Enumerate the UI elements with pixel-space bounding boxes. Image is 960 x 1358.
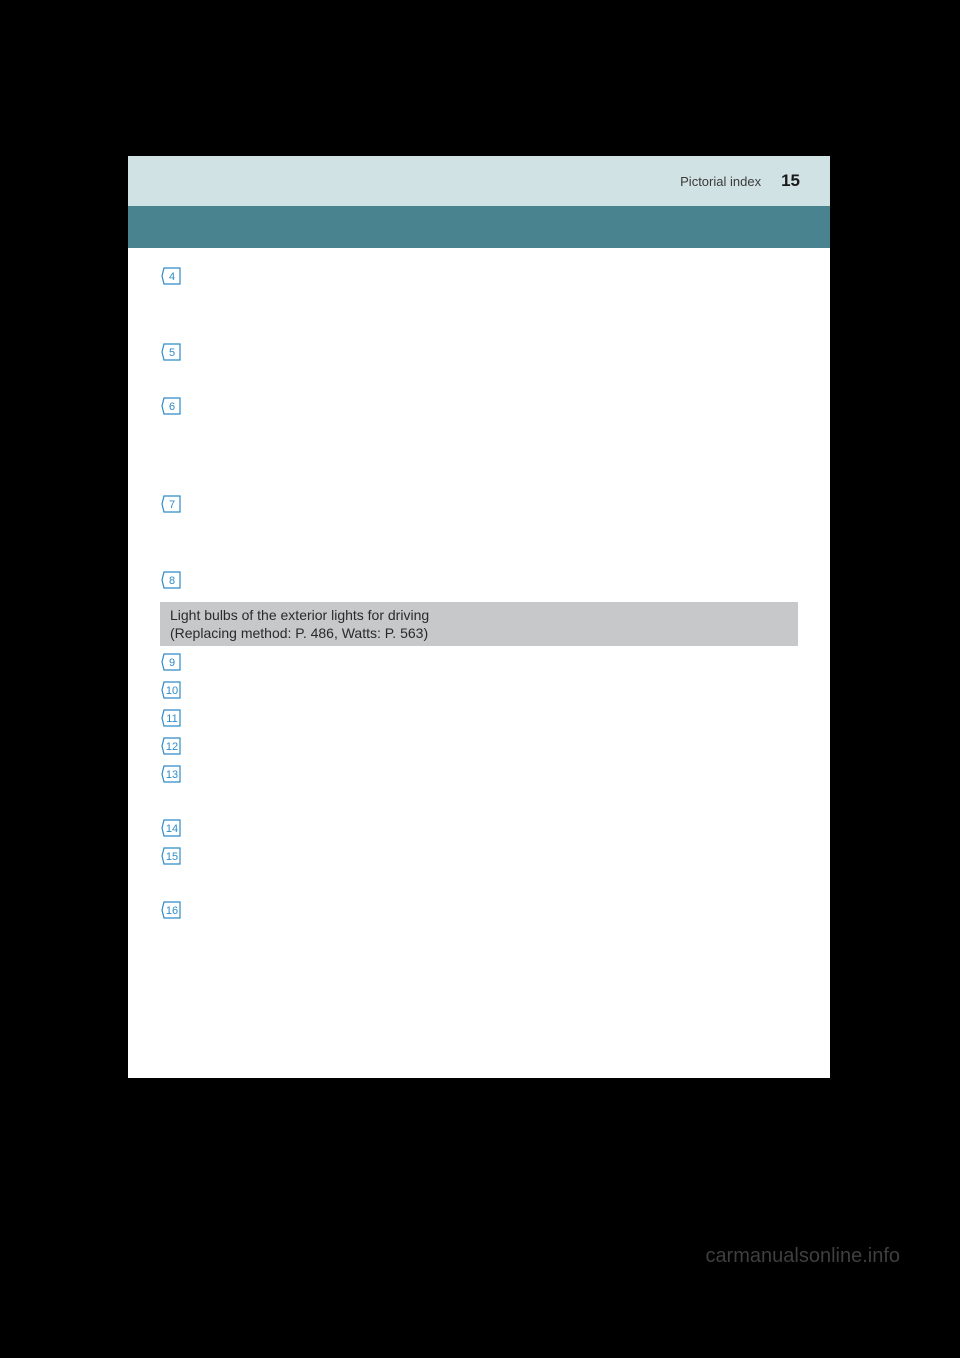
item-marker-icon: 16 (160, 900, 182, 920)
item-row: 16 (160, 900, 798, 920)
section-bar-light-bulbs: Light bulbs of the exterior lights for d… (160, 602, 798, 646)
item-marker-icon (160, 440, 182, 460)
item-row: 10 (160, 680, 798, 700)
top-item: 4 (160, 266, 798, 330)
item-row (160, 462, 798, 482)
section-title: Light bulbs of the exterior lights for d… (170, 606, 788, 624)
item-row (160, 516, 798, 536)
item-marker-icon: 10 (160, 680, 182, 700)
item-marker-icon (160, 868, 182, 888)
svg-text:11: 11 (166, 713, 177, 725)
item-marker-icon (160, 364, 182, 384)
item-marker-icon (160, 288, 182, 308)
item-marker-icon: 7 (160, 494, 182, 514)
item-row: 15 (160, 846, 798, 866)
item-marker-icon (160, 310, 182, 330)
svg-text:4: 4 (169, 271, 175, 283)
svg-text:12: 12 (166, 741, 178, 753)
item-marker-icon: 14 (160, 818, 182, 838)
item-row: 14 (160, 818, 798, 838)
item-marker-icon (160, 516, 182, 536)
item-marker-icon (160, 418, 182, 438)
svg-text:16: 16 (166, 905, 178, 917)
svg-text:8: 8 (169, 575, 175, 587)
item-row: 6 (160, 396, 798, 416)
bottom-item: 12 (160, 736, 798, 756)
item-row: 4 (160, 266, 798, 286)
svg-text:6: 6 (169, 401, 175, 413)
item-row: 9 (160, 652, 798, 672)
item-row: 11 (160, 708, 798, 728)
svg-text:9: 9 (169, 657, 175, 669)
page-header: Pictorial index 15 (128, 156, 830, 206)
item-row (160, 288, 798, 308)
item-row (160, 310, 798, 330)
item-row (160, 364, 798, 384)
page-number: 15 (781, 171, 800, 191)
item-marker-icon: 9 (160, 652, 182, 672)
item-marker-icon: 8 (160, 570, 182, 590)
item-row (160, 418, 798, 438)
item-marker-icon (160, 462, 182, 482)
svg-text:7: 7 (169, 499, 175, 511)
item-marker-icon: 15 (160, 846, 182, 866)
item-row (160, 868, 798, 888)
section-subtitle: (Replacing method: P. 486, Watts: P. 563… (170, 624, 788, 642)
page-container: Pictorial index 15 4 5 6 7 8 Light bulbs… (128, 156, 830, 1078)
bottom-item: 9 (160, 652, 798, 672)
item-row: 13 (160, 764, 798, 784)
item-marker-icon: 5 (160, 342, 182, 362)
page-subheader-band (128, 206, 830, 248)
item-marker-icon: 13 (160, 764, 182, 784)
item-row (160, 538, 798, 558)
bottom-item: 14 (160, 818, 798, 838)
bottom-item: 11 (160, 708, 798, 728)
top-item: 5 (160, 342, 798, 384)
bottom-item: 15 (160, 846, 798, 888)
header-title: Pictorial index (680, 174, 761, 189)
top-item: 6 (160, 396, 798, 482)
watermark-text: carmanualsonline.info (705, 1245, 900, 1268)
top-item: 8 (160, 570, 798, 590)
item-marker-icon: 11 (160, 708, 182, 728)
item-marker-icon: 12 (160, 736, 182, 756)
top-item: 7 (160, 494, 798, 558)
item-marker-icon: 6 (160, 396, 182, 416)
item-marker-icon (160, 538, 182, 558)
svg-text:10: 10 (166, 685, 178, 697)
item-row: 8 (160, 570, 798, 590)
item-marker-icon: 4 (160, 266, 182, 286)
bottom-item: 10 (160, 680, 798, 700)
items-list-top: 4 5 6 7 8 (160, 266, 798, 590)
item-row (160, 786, 798, 806)
svg-text:15: 15 (166, 851, 178, 863)
svg-text:14: 14 (166, 823, 178, 835)
item-row: 12 (160, 736, 798, 756)
page-content: 4 5 6 7 8 Light bulbs of the exterior li… (128, 248, 830, 1078)
item-marker-icon (160, 786, 182, 806)
item-row: 5 (160, 342, 798, 362)
svg-text:13: 13 (166, 769, 178, 781)
bottom-item: 13 (160, 764, 798, 806)
bottom-item: 16 (160, 900, 798, 920)
svg-text:5: 5 (169, 347, 175, 359)
item-row: 7 (160, 494, 798, 514)
item-row (160, 440, 798, 460)
items-list-bottom: 9 10 11 12 13 14 15 16 (160, 652, 798, 920)
